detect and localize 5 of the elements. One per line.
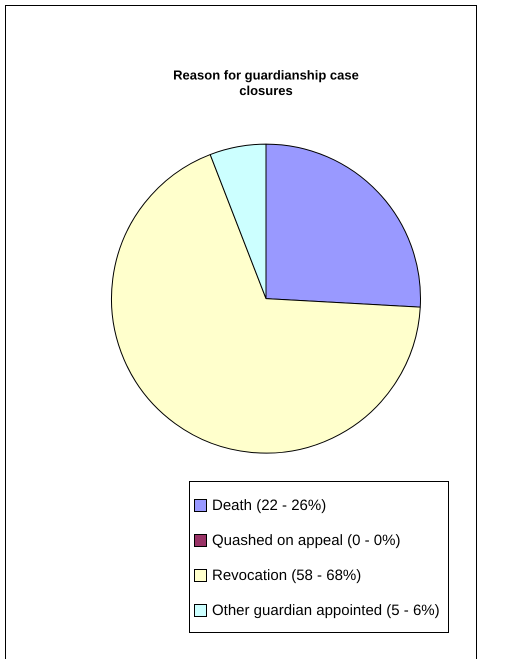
legend-label: Other guardian appointed (5 - 6%)	[212, 602, 440, 619]
legend-label: Revocation (58 - 68%)	[212, 567, 362, 584]
chart-title: Reason for guardianship case closures	[173, 67, 359, 98]
legend-label: Death (22 - 26%)	[212, 497, 326, 514]
legend-label: Quashed on appeal (0 - 0%)	[212, 532, 400, 549]
